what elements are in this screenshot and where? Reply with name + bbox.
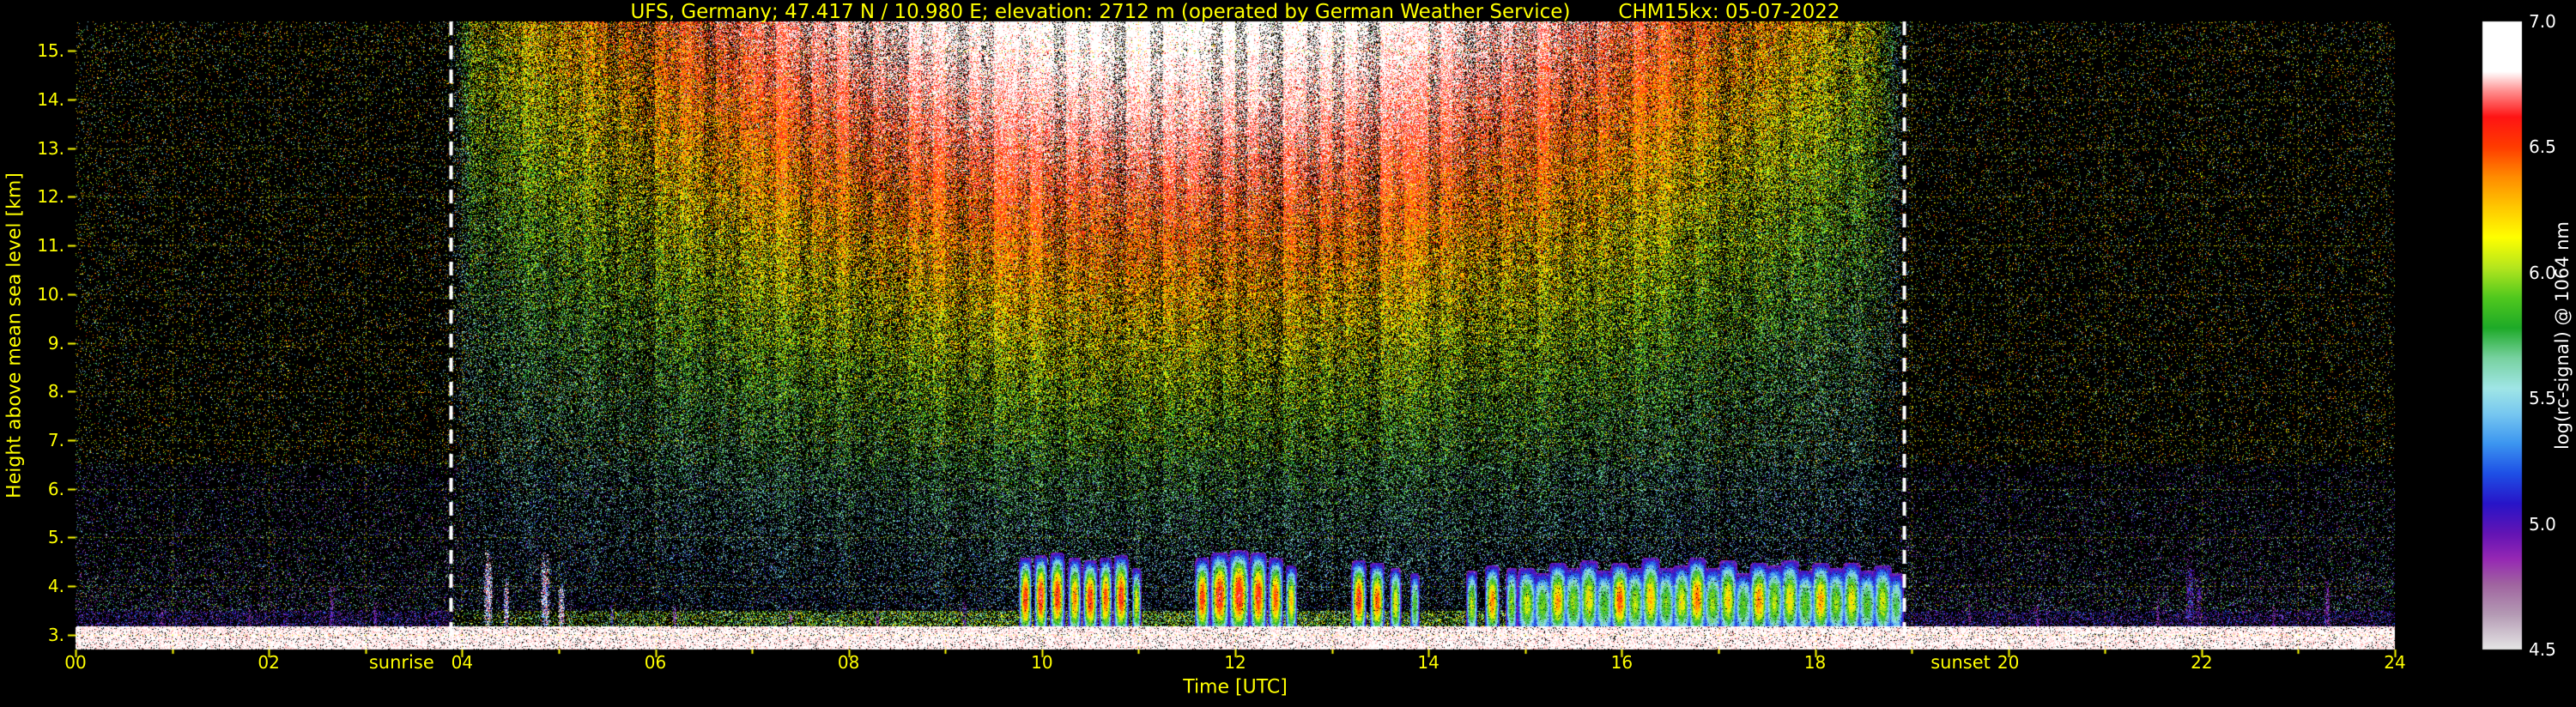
x-tick-label: 18 [1803,652,1827,673]
y-tick-label: 9. [47,332,64,354]
x-tick-label: 16 [1610,652,1633,673]
x-tick-label: 08 [837,652,860,673]
x-tick-label: 12 [1224,652,1246,673]
y-axis-label: Height above mean sea level [km] [3,172,26,499]
plot-title: UFS, Germany; 47.417 N / 10.980 E; eleva… [76,1,2395,23]
x-tick-label: 10 [1031,652,1053,673]
station-title: UFS, Germany; 47.417 N / 10.980 E; eleva… [630,1,1571,23]
y-tick-label: 12. [37,186,64,208]
x-axis-label: Time [UTC] [1183,676,1288,698]
y-tick-label: 7. [47,430,64,450]
instrument-date: CHM15kx: 05-07-2022 [1618,1,1840,23]
x-tick-label: 20 [1997,652,2020,673]
colorbar-tick-label: 5.0 [2529,513,2556,535]
x-tick-label: 04 [451,652,474,673]
colorbar-tick-label: 6.0 [2529,262,2556,283]
colorbar-label: log(rc-signal) @ 1064 nm [2552,221,2573,450]
y-tick-label: 14. [37,88,64,110]
colorbar-tick-label: 4.5 [2529,639,2556,660]
x-tick-label: 06 [644,652,667,673]
y-tick-label: 6. [47,478,64,499]
sunset-label: sunset [1930,652,1991,673]
y-tick-label: 5. [47,527,64,548]
y-tick-label: 8. [47,381,64,402]
colorbar-tick-label: 7.0 [2529,11,2556,32]
x-tick-label: 14 [1417,652,1440,673]
y-tick-label: 11. [37,235,64,257]
x-tick-label: 22 [2191,652,2213,673]
y-tick-label: 13. [37,137,64,159]
y-tick-label: 4. [47,576,64,597]
y-tick-label: 10. [37,283,64,305]
x-tick-label: 00 [64,652,87,673]
y-tick-label: 3. [47,624,64,645]
colorbar-tick-label: 6.5 [2529,136,2556,158]
sunrise-label: sunrise [368,652,434,673]
x-tick-label: 24 [2384,652,2406,673]
colorbar-tick-label: 5.5 [2529,388,2556,409]
y-tick-label: 15. [37,40,64,62]
x-tick-label: 02 [258,652,280,673]
